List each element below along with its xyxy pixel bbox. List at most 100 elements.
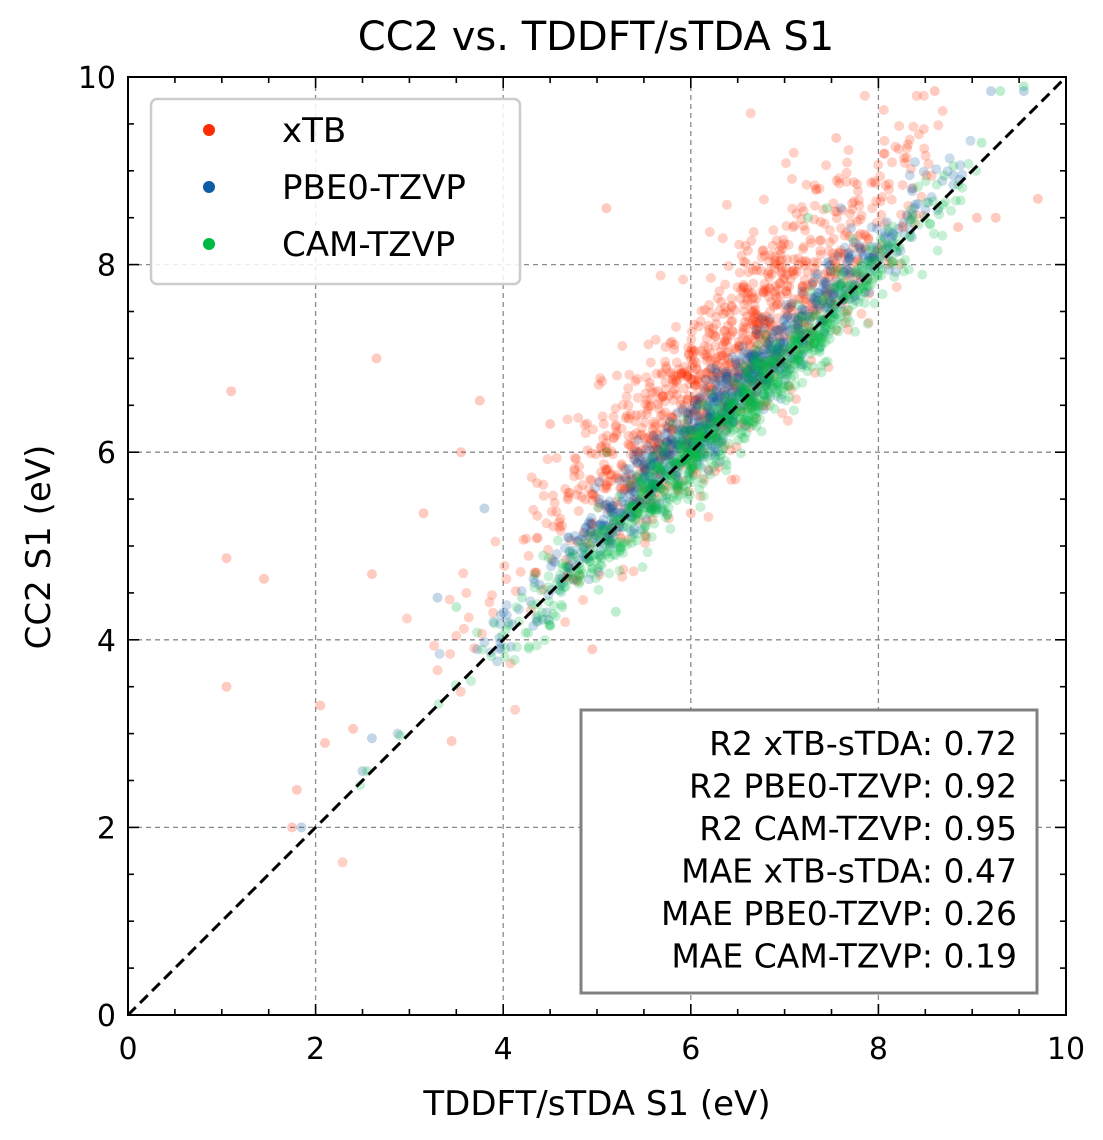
data-point: [691, 358, 701, 368]
data-point: [348, 724, 358, 734]
data-point: [704, 300, 714, 310]
data-point: [687, 344, 697, 354]
data-point: [878, 289, 888, 299]
data-point: [966, 136, 976, 146]
y-axis-label: CC2 S1 (eV): [19, 445, 59, 650]
data-point: [546, 561, 556, 571]
data-point: [701, 375, 711, 385]
data-point: [797, 378, 807, 388]
data-point: [722, 200, 732, 210]
data-point: [710, 364, 720, 374]
data-point: [544, 571, 554, 581]
data-point: [881, 180, 891, 190]
data-point: [816, 235, 826, 245]
data-point: [597, 376, 607, 386]
data-point: [919, 144, 929, 154]
data-point: [703, 512, 713, 522]
data-point: [640, 531, 650, 541]
data-point: [601, 203, 611, 213]
data-point: [731, 474, 741, 484]
data-point: [604, 568, 614, 578]
data-point: [678, 275, 688, 285]
data-point: [532, 533, 542, 543]
data-point: [621, 464, 631, 474]
data-point: [887, 195, 897, 205]
data-point: [751, 261, 761, 271]
legend-label: PBE0-TZVP: [282, 168, 466, 208]
data-point: [524, 551, 534, 561]
legend-marker: [203, 124, 215, 136]
data-point: [957, 170, 967, 180]
data-point: [860, 298, 870, 308]
data-point: [906, 217, 916, 227]
data-point: [772, 235, 782, 245]
data-point: [816, 367, 826, 377]
data-point: [490, 537, 500, 547]
data-point: [1033, 194, 1043, 204]
data-point: [451, 631, 461, 641]
data-point: [917, 270, 927, 280]
data-point: [903, 140, 913, 150]
data-point: [697, 463, 707, 473]
data-point: [894, 121, 904, 131]
data-point: [721, 465, 731, 475]
data-point: [445, 649, 455, 659]
data-point: [668, 388, 678, 398]
data-point: [736, 448, 746, 458]
data-point: [643, 441, 653, 451]
y-tick-label: 4: [97, 624, 116, 659]
data-point: [661, 364, 671, 374]
data-point: [738, 342, 748, 352]
data-point: [367, 569, 377, 579]
data-point: [782, 287, 792, 297]
data-point: [543, 454, 553, 464]
data-point: [622, 411, 632, 421]
data-point: [822, 259, 832, 269]
data-point: [593, 503, 603, 513]
data-point: [977, 138, 987, 148]
x-tick-label: 6: [681, 1032, 700, 1067]
data-point: [297, 822, 307, 832]
data-point: [837, 270, 847, 280]
data-point: [892, 282, 902, 292]
data-point: [775, 245, 785, 255]
data-point: [713, 293, 723, 303]
data-point: [517, 593, 527, 603]
data-point: [640, 521, 650, 531]
stats-line: R2 xTB-sTDA: 0.72: [709, 724, 1017, 763]
data-point: [715, 305, 725, 315]
data-point: [820, 337, 830, 347]
x-tick-label: 10: [1047, 1032, 1085, 1067]
data-point: [500, 652, 510, 662]
data-point: [816, 217, 826, 227]
data-point: [789, 148, 799, 158]
data-point: [615, 566, 625, 576]
data-point: [512, 602, 522, 612]
data-point: [765, 401, 775, 411]
data-point: [873, 160, 883, 170]
data-point: [863, 319, 873, 329]
data-point: [705, 227, 715, 237]
data-point: [786, 355, 796, 365]
data-point: [871, 196, 881, 206]
data-point: [740, 299, 750, 309]
data-point: [672, 438, 682, 448]
data-point: [905, 170, 915, 180]
data-point: [759, 195, 769, 205]
data-point: [611, 607, 621, 617]
data-point: [367, 733, 377, 743]
data-point: [594, 585, 604, 595]
data-point: [866, 178, 876, 188]
data-point: [783, 416, 793, 426]
data-point: [734, 240, 744, 250]
data-point: [783, 367, 793, 377]
data-point: [754, 401, 764, 411]
data-point: [742, 368, 752, 378]
data-point: [1019, 81, 1029, 91]
data-point: [768, 225, 778, 235]
legend-label: xTB: [282, 111, 346, 151]
data-point: [222, 682, 232, 692]
data-point: [633, 435, 643, 445]
data-point: [887, 157, 897, 167]
data-point: [638, 473, 648, 483]
